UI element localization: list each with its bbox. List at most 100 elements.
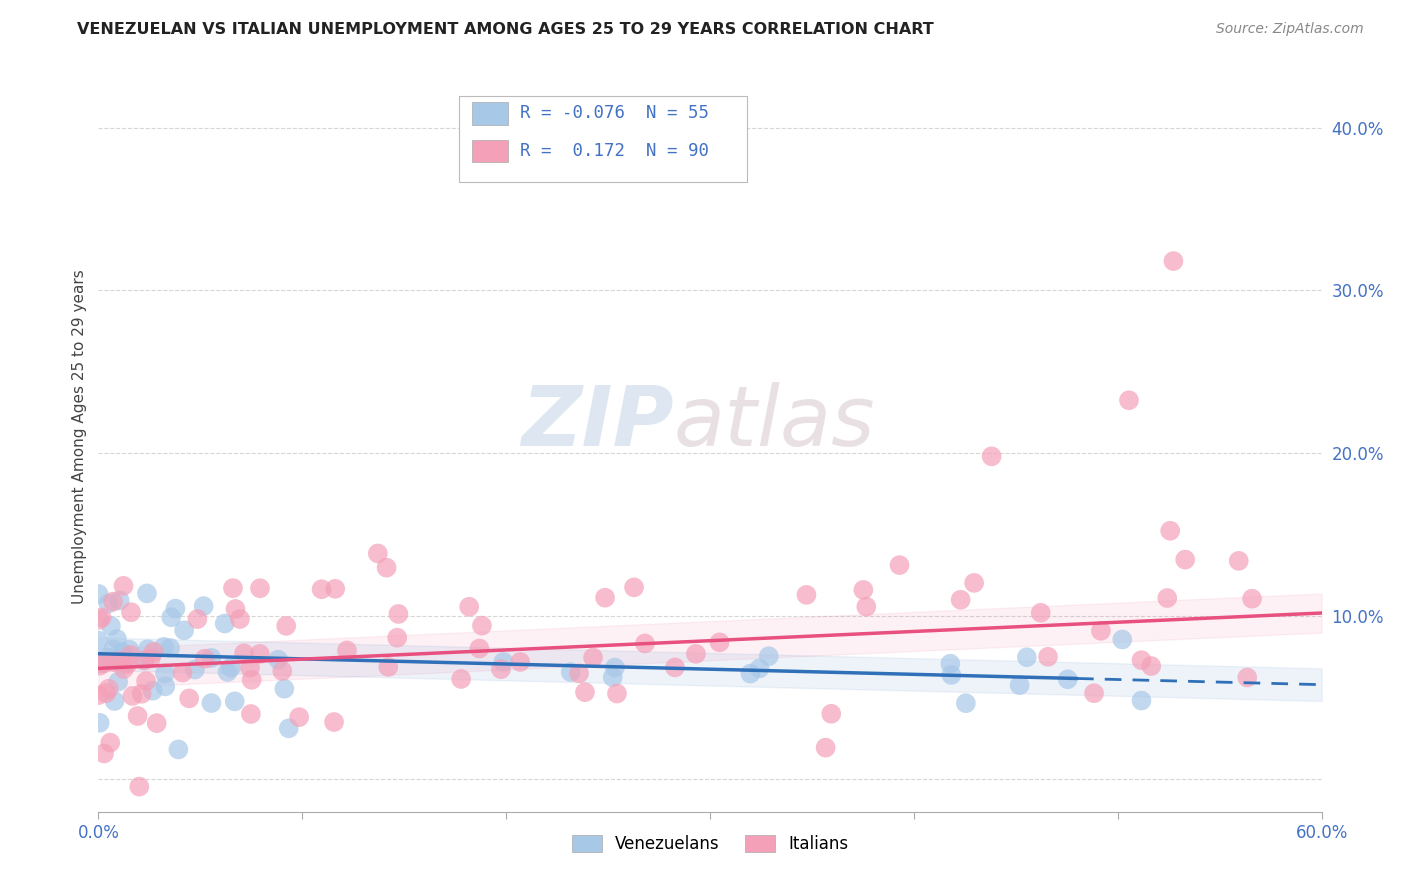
- Point: [90, 610, 112, 624]
- Point: [121, 689, 143, 703]
- Point: [273, 681, 295, 696]
- Point: [980, 450, 1002, 464]
- Point: [602, 670, 624, 684]
- Point: [217, 665, 239, 679]
- Point: [889, 558, 911, 573]
- Point: [186, 612, 208, 626]
- Point: [131, 687, 153, 701]
- Point: [222, 581, 245, 595]
- Point: [89, 715, 111, 730]
- Point: [288, 710, 311, 724]
- Point: [758, 649, 780, 664]
- Point: [194, 651, 217, 665]
- Point: [492, 655, 515, 669]
- Point: [136, 642, 159, 657]
- Point: [112, 579, 135, 593]
- Point: [153, 640, 176, 654]
- Text: R =  0.172  N = 90: R = 0.172 N = 90: [520, 142, 710, 160]
- Point: [200, 696, 222, 710]
- Point: [385, 631, 408, 645]
- Point: [1015, 650, 1038, 665]
- Point: [128, 780, 150, 794]
- Point: [159, 640, 181, 655]
- Point: [87, 587, 110, 601]
- Point: [142, 645, 165, 659]
- Point: [103, 694, 125, 708]
- Point: [509, 655, 531, 669]
- Point: [367, 546, 389, 560]
- Point: [1140, 659, 1163, 673]
- Point: [623, 580, 645, 594]
- Point: [574, 685, 596, 699]
- Point: [97, 597, 120, 611]
- Point: [239, 706, 262, 721]
- Point: [468, 641, 491, 656]
- Point: [134, 653, 156, 667]
- Point: [1036, 649, 1059, 664]
- Point: [120, 605, 142, 619]
- Point: [1111, 632, 1133, 647]
- Point: [709, 635, 731, 649]
- Point: [458, 599, 481, 614]
- Point: [377, 660, 399, 674]
- Point: [139, 651, 162, 665]
- Point: [108, 593, 131, 607]
- Point: [108, 654, 131, 668]
- Point: [560, 665, 582, 679]
- Bar: [471, 103, 508, 125]
- Point: [87, 633, 110, 648]
- FancyBboxPatch shape: [460, 96, 747, 182]
- Point: [233, 646, 256, 660]
- Legend: Venezuelans, Italians: Venezuelans, Italians: [565, 828, 855, 860]
- Point: [1083, 686, 1105, 700]
- Point: [94, 686, 117, 700]
- Point: [450, 672, 472, 686]
- Point: [249, 581, 271, 595]
- Point: [90, 656, 112, 670]
- Point: [1156, 591, 1178, 605]
- Point: [471, 618, 494, 632]
- Point: [173, 624, 195, 638]
- Point: [1236, 671, 1258, 685]
- Point: [1130, 693, 1153, 707]
- Point: [685, 647, 707, 661]
- Point: [111, 647, 134, 661]
- Point: [593, 591, 616, 605]
- Point: [165, 601, 187, 615]
- Text: R = -0.076  N = 55: R = -0.076 N = 55: [520, 104, 710, 122]
- Point: [240, 673, 263, 687]
- Point: [387, 607, 409, 621]
- Point: [489, 662, 512, 676]
- Point: [117, 657, 139, 672]
- Point: [1029, 606, 1052, 620]
- Point: [111, 645, 134, 659]
- Point: [852, 582, 875, 597]
- Point: [172, 665, 194, 680]
- Point: [949, 592, 972, 607]
- Point: [814, 740, 837, 755]
- Point: [311, 582, 333, 597]
- Y-axis label: Unemployment Among Ages 25 to 29 years: Unemployment Among Ages 25 to 29 years: [72, 269, 87, 605]
- Point: [112, 662, 135, 676]
- Point: [323, 582, 346, 596]
- Point: [96, 650, 118, 665]
- Point: [276, 619, 298, 633]
- Point: [93, 747, 115, 761]
- Point: [97, 681, 120, 696]
- Point: [103, 642, 125, 657]
- Point: [184, 663, 207, 677]
- Bar: [471, 140, 508, 162]
- Point: [153, 666, 176, 681]
- Point: [1241, 591, 1264, 606]
- Point: [160, 610, 183, 624]
- Point: [634, 636, 657, 650]
- Point: [136, 586, 159, 600]
- Point: [323, 714, 346, 729]
- Point: [112, 657, 135, 671]
- Point: [98, 736, 121, 750]
- Point: [955, 696, 977, 710]
- Point: [89, 654, 111, 668]
- Point: [118, 642, 141, 657]
- Point: [1130, 653, 1153, 667]
- Point: [664, 660, 686, 674]
